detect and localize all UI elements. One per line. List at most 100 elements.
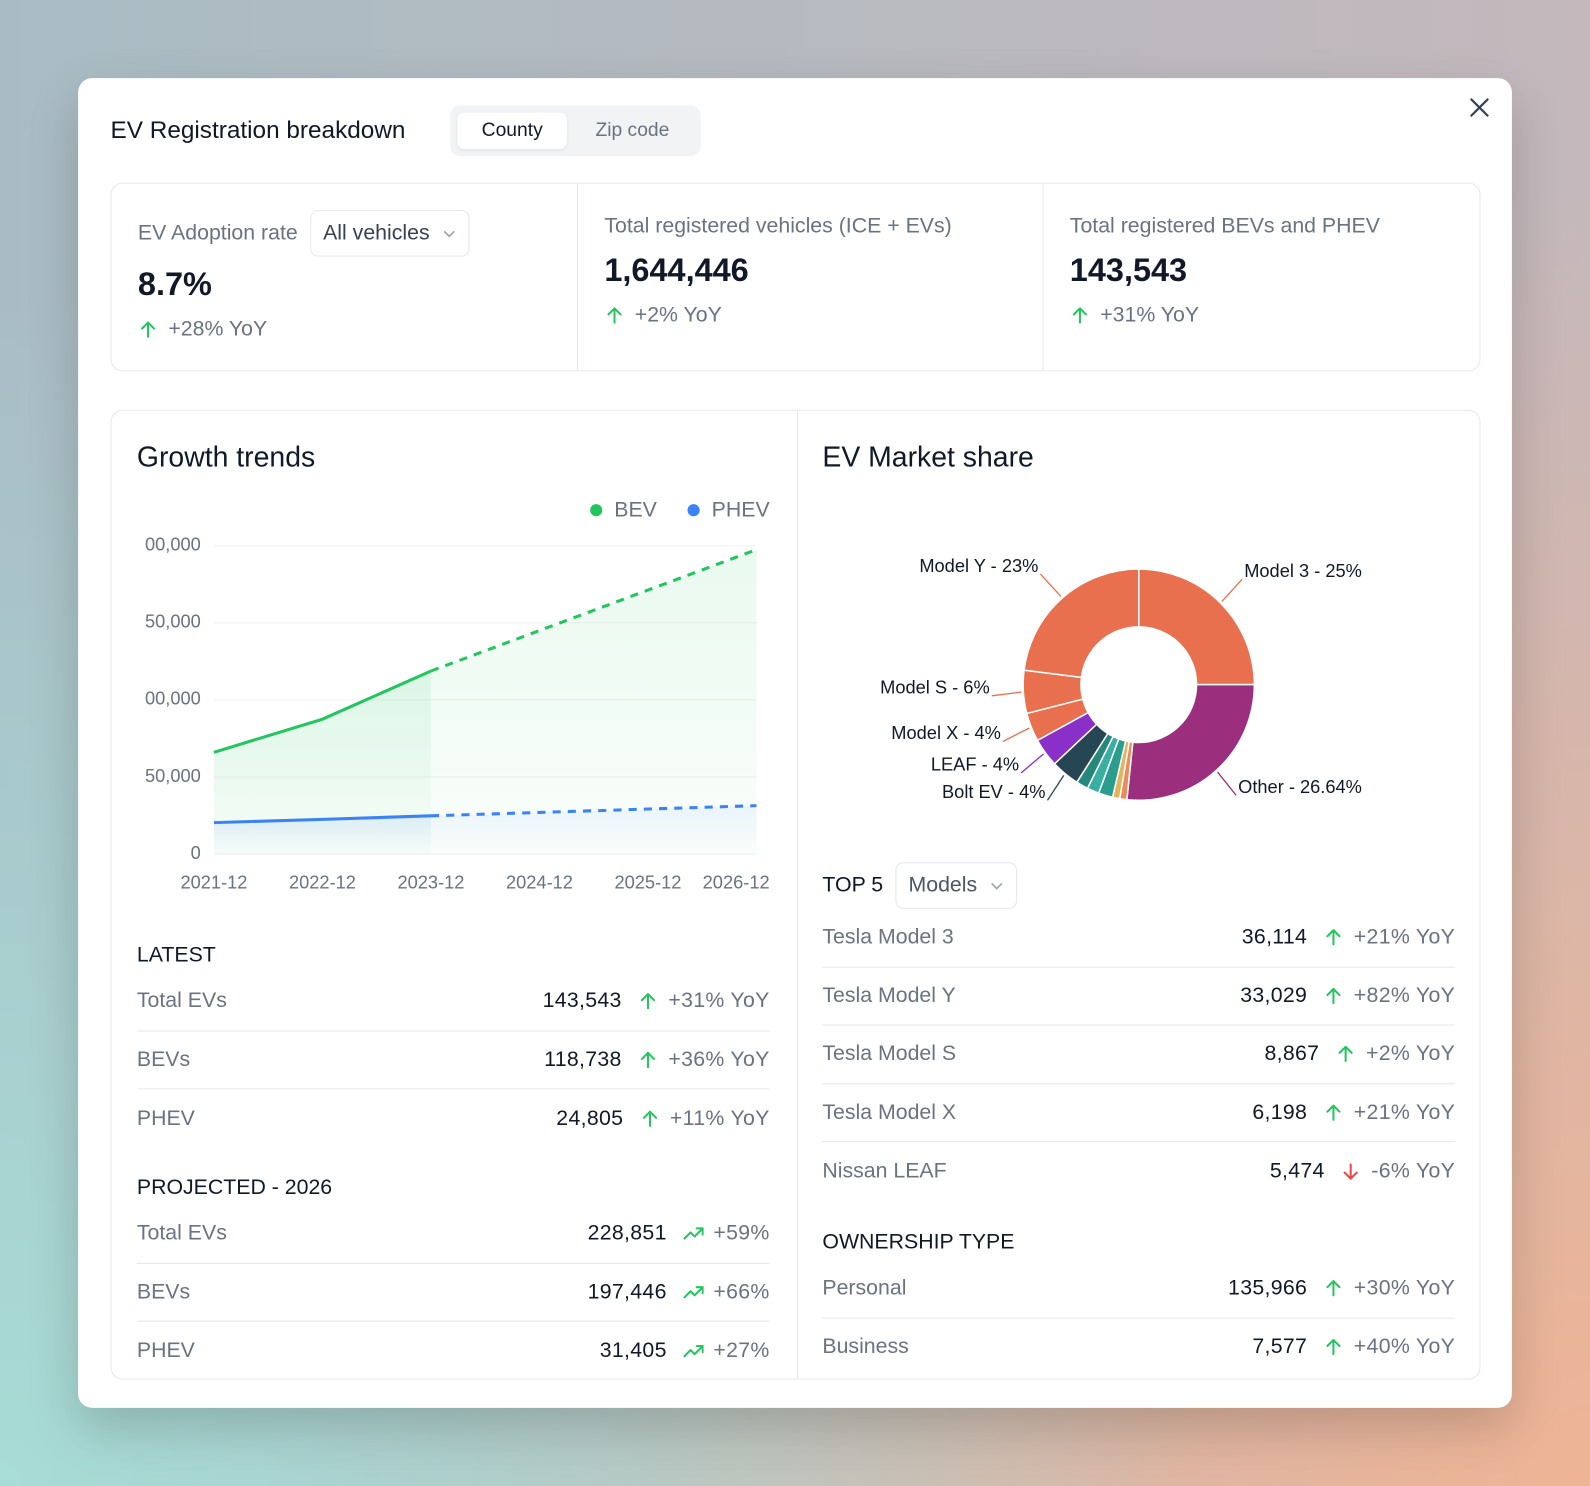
stat-change-text: +31% YoY xyxy=(1100,303,1200,327)
icon-path xyxy=(607,307,622,324)
icon-path xyxy=(1326,1104,1341,1121)
down-icon xyxy=(1343,1163,1359,1180)
up-icon xyxy=(640,1051,656,1068)
row-value: 118,738 xyxy=(544,1047,622,1071)
row-change: -6% YoY xyxy=(1371,1159,1456,1183)
icon-path xyxy=(640,1051,656,1068)
row-change: +82% YoY xyxy=(1353,983,1456,1007)
stat-change-text: +2% YoY xyxy=(634,303,722,327)
row-values: 5,474 -6% YoY xyxy=(1270,1159,1455,1183)
table-row: BEVs 118,738 +36% YoY xyxy=(136,1031,770,1090)
row-label: Total EVs xyxy=(136,989,227,1013)
stat-change: +28% YoY xyxy=(138,315,267,343)
row-values: 33,029 +82% YoY xyxy=(1240,984,1455,1008)
panel-title: Growth trends xyxy=(136,441,316,473)
row-label: PHEV xyxy=(136,1106,195,1130)
legend-label: PHEV xyxy=(711,498,770,522)
row-values: 143,543 +31% YoY xyxy=(543,989,770,1013)
stat: EV Adoption rate All vehicles 8.7% +28% YoY xyxy=(112,184,577,371)
table-row: Personal 135,966 +30% YoY xyxy=(822,1260,1456,1319)
row-label: Total EVs xyxy=(136,1221,227,1245)
stat-change: +2% YoY xyxy=(604,301,722,329)
table-header: OWNERSHIP TYPE xyxy=(822,1225,1455,1259)
row-value: 5,474 xyxy=(1269,1159,1325,1183)
chevron xyxy=(990,882,1003,890)
table: PROJECTED - 2026 Total EVs 228,851 +59% BEVs… xyxy=(136,1171,770,1380)
table-row: PHEV 24,805 +11% YoY xyxy=(137,1089,770,1147)
table: LATEST Total EVs 143,543 +31% YoY BEVs 118,73… xyxy=(136,938,770,1147)
row-values: 228,851 +59% xyxy=(588,1222,770,1246)
modal-title: EV Registration breakdown xyxy=(110,116,406,145)
up-icon xyxy=(640,993,656,1010)
table-title: OWNERSHIP TYPE xyxy=(822,1230,1015,1254)
row-value: 6,198 xyxy=(1252,1100,1308,1124)
row-value: 8,867 xyxy=(1264,1041,1320,1066)
tab-group: County Zip code xyxy=(450,105,701,157)
row-value: 33,029 xyxy=(1240,983,1308,1007)
icon-path xyxy=(1326,929,1341,946)
stat: Total registered BEVs and PHEV 143,543 +31… xyxy=(1042,183,1507,371)
stat-label: Total registered BEVs and PHEV xyxy=(1069,214,1380,238)
tab[interactable]: Zip code xyxy=(595,119,670,141)
chevron xyxy=(443,230,455,238)
icon-path xyxy=(682,1227,704,1240)
row-change: +59% xyxy=(713,1221,770,1245)
stat-value: 8.7% xyxy=(137,265,212,303)
row-change: +21% YoY xyxy=(1353,925,1456,949)
row-change: +36% YoY xyxy=(668,1047,770,1071)
icon-path xyxy=(1338,1046,1353,1063)
row-label: BEVs xyxy=(136,1279,191,1304)
table-row: Nissan LEAF 5,474 -6% YoY xyxy=(822,1142,1455,1200)
trend-icon xyxy=(682,1285,704,1299)
trend-icon xyxy=(682,1344,704,1357)
stat-value: 143,543 xyxy=(1069,251,1188,289)
row-change: +11% YoY xyxy=(669,1106,770,1130)
stat-label: Total registered vehicles (ICE + EVs) xyxy=(604,214,952,238)
row-change: +31% YoY xyxy=(668,989,770,1013)
up-icon xyxy=(140,321,156,338)
row-value: 197,446 xyxy=(587,1279,667,1304)
row-values: 118,738 +36% YoY xyxy=(544,1048,769,1072)
table-row: Total EVs 143,543 +31% YoY xyxy=(136,973,770,1032)
table: TOP 5 Models Tesla Model 3 36,114 +21% YoY Te… xyxy=(822,862,1456,1200)
up-icon xyxy=(607,307,622,324)
row-value: 135,966 xyxy=(1228,1276,1308,1300)
row-label: Tesla Model 3 xyxy=(822,925,954,949)
row-change: +30% YoY xyxy=(1353,1276,1456,1300)
legend-dot xyxy=(687,504,700,517)
legend-label: BEV xyxy=(614,498,657,522)
row-label: Tesla Model Y xyxy=(822,983,956,1007)
close-button[interactable] xyxy=(1467,95,1491,119)
table-row: Tesla Model Y 33,029 +82% YoY xyxy=(822,967,1456,1026)
tab[interactable]: County xyxy=(457,112,568,150)
dropdown-value: All vehicles xyxy=(323,221,430,245)
icon-path xyxy=(1326,1280,1341,1297)
legend: BEV PHEV xyxy=(137,495,770,525)
row-value: 143,543 xyxy=(542,989,622,1013)
row-change: +40% YoY xyxy=(1353,1335,1456,1359)
row-label: Tesla Model S xyxy=(822,1041,957,1066)
up-icon xyxy=(642,1110,657,1127)
row-values: 7,577 +40% YoY xyxy=(1252,1335,1455,1359)
trend-icon xyxy=(682,1227,704,1240)
dropdown-value: Models xyxy=(908,873,978,897)
table: OWNERSHIP TYPE Personal 135,966 +30% YoY Bus… xyxy=(822,1225,1456,1376)
row-change: +2% YoY xyxy=(1365,1041,1456,1066)
row-label: Business xyxy=(822,1335,909,1359)
row-value: 24,805 xyxy=(556,1106,624,1130)
table-header: TOP 5 Models xyxy=(822,862,1455,909)
row-change: +21% YoY xyxy=(1353,1100,1456,1124)
stat-change-text: +28% YoY xyxy=(168,317,268,341)
row-values: 197,446 +66% xyxy=(588,1280,770,1304)
icon-path xyxy=(1343,1163,1359,1180)
dropdown[interactable]: Models xyxy=(895,862,1017,909)
legend-item: BEV xyxy=(589,498,657,522)
dropdown[interactable]: All vehicles xyxy=(309,209,470,257)
legend-dot xyxy=(589,504,603,517)
row-values: 24,805 +11% YoY xyxy=(556,1106,769,1130)
table-row: Business 7,577 +40% YoY xyxy=(822,1318,1455,1376)
row-change: +66% xyxy=(713,1279,770,1304)
up-icon xyxy=(1326,929,1341,946)
